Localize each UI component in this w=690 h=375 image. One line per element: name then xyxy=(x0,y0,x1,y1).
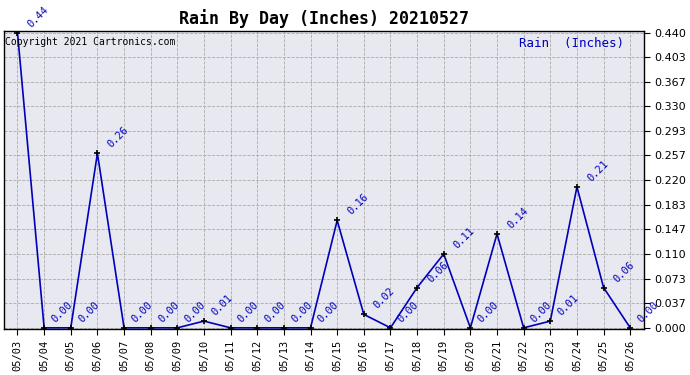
Text: 0.44: 0.44 xyxy=(26,4,50,29)
Text: 0.00: 0.00 xyxy=(529,300,554,324)
Text: 0.00: 0.00 xyxy=(476,300,501,324)
Text: 0.00: 0.00 xyxy=(77,300,101,324)
Text: 0.16: 0.16 xyxy=(346,192,371,217)
Text: 0.00: 0.00 xyxy=(316,300,341,324)
Text: 0.00: 0.00 xyxy=(50,300,75,324)
Text: 0.00: 0.00 xyxy=(635,300,660,324)
Text: 0.00: 0.00 xyxy=(263,300,288,324)
Text: 0.11: 0.11 xyxy=(452,226,477,251)
Text: 0.00: 0.00 xyxy=(289,300,314,324)
Text: 0.01: 0.01 xyxy=(556,293,580,318)
Text: 0.00: 0.00 xyxy=(130,300,155,324)
Title: Rain By Day (Inches) 20210527: Rain By Day (Inches) 20210527 xyxy=(179,9,469,28)
Text: Rain  (Inches): Rain (Inches) xyxy=(520,37,624,50)
Text: 0.01: 0.01 xyxy=(210,293,235,318)
Text: 0.06: 0.06 xyxy=(612,259,637,284)
Text: 0.14: 0.14 xyxy=(505,206,530,230)
Text: 0.00: 0.00 xyxy=(156,300,181,324)
Text: 0.00: 0.00 xyxy=(396,300,421,324)
Text: 0.21: 0.21 xyxy=(585,159,610,183)
Text: 0.06: 0.06 xyxy=(426,259,450,284)
Text: 0.02: 0.02 xyxy=(372,286,397,311)
Text: Copyright 2021 Cartronics.com: Copyright 2021 Cartronics.com xyxy=(6,37,176,47)
Text: 0.26: 0.26 xyxy=(106,125,130,150)
Text: 0.00: 0.00 xyxy=(236,300,261,324)
Text: 0.00: 0.00 xyxy=(183,300,208,324)
